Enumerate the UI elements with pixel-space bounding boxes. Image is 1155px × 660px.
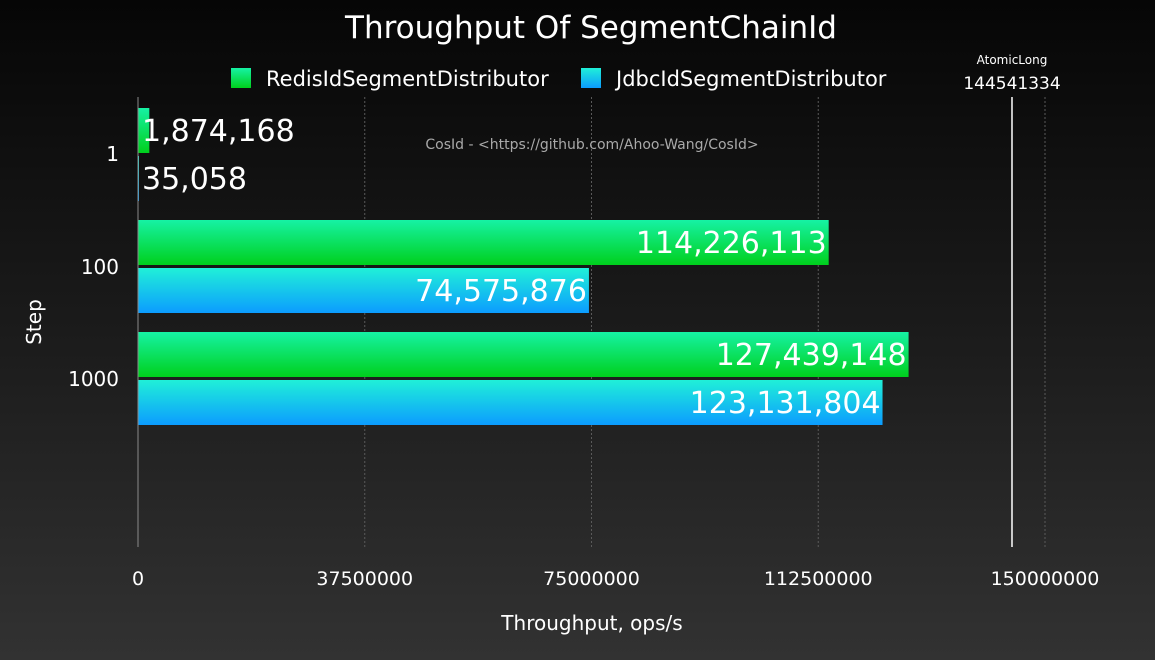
x-tick-label: 112500000 — [764, 568, 873, 590]
x-axis-title: Throughput, ops/s — [500, 611, 682, 635]
y-axis-title: Step — [22, 299, 46, 345]
y-tick-label: 1000 — [68, 367, 119, 391]
value-label: 74,575,876 — [415, 274, 587, 309]
watermark-annotation: CosId - <https://github.com/Ahoo-Wang/Co… — [425, 137, 758, 153]
reference-line-layer: AtomicLong 144541334 — [963, 53, 1061, 547]
y-tick-label: 100 — [81, 255, 119, 279]
value-label-layer: 1,874,168 35,058 114,226,113 74,575,876 127,… — [142, 114, 907, 421]
tick-label-layer: 0 37500000 75000000 112500000 150000000 1 100 1… — [68, 142, 1099, 590]
value-label: 114,226,113 — [636, 226, 827, 261]
value-label: 127,439,148 — [716, 338, 907, 373]
reference-line-value: 144541334 — [963, 74, 1060, 94]
x-tick-label: 75000000 — [543, 568, 640, 590]
value-label: 123,131,804 — [690, 386, 881, 421]
bar-redis — [138, 220, 829, 265]
x-tick-label: 0 — [132, 568, 144, 590]
x-tick-label: 37500000 — [316, 568, 413, 590]
value-label: 1,874,168 — [142, 114, 295, 149]
legend: RedisIdSegmentDistributor JdbcIdSegmentD… — [231, 67, 887, 91]
grid-layer — [364, 97, 1046, 547]
chart-title: Throughput Of SegmentChainId — [344, 10, 837, 46]
bar-jdbc — [138, 380, 883, 425]
x-tick-label: 150000000 — [991, 568, 1100, 590]
reference-line-label: AtomicLong — [977, 53, 1048, 67]
legend-swatch-redis — [231, 68, 251, 88]
bar-jdbc — [138, 268, 589, 313]
bar-redis — [138, 108, 150, 153]
bar-layer — [138, 108, 909, 425]
value-label: 35,058 — [142, 162, 247, 197]
y-tick-label: 1 — [106, 142, 119, 166]
legend-label-jdbc: JdbcIdSegmentDistributor — [614, 67, 887, 91]
bar-redis — [138, 332, 909, 377]
legend-label-redis: RedisIdSegmentDistributor — [266, 67, 549, 91]
legend-swatch-jdbc — [581, 68, 601, 88]
